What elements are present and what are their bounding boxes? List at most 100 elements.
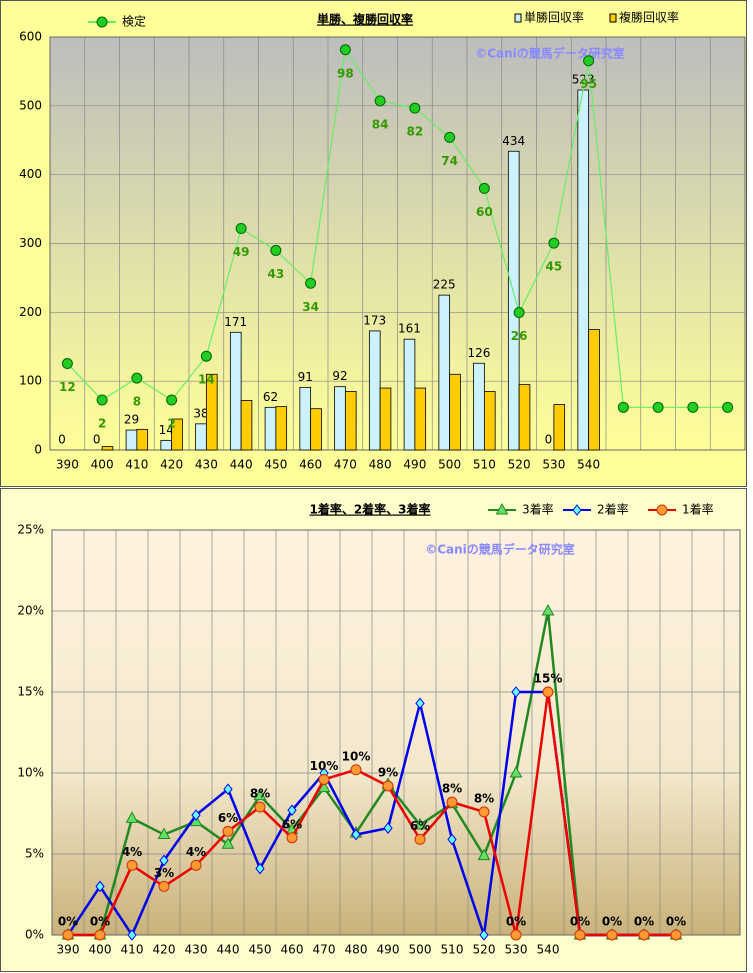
x-tick-label: 440 bbox=[217, 943, 240, 957]
bar bbox=[438, 294, 451, 451]
legend-swatch bbox=[609, 13, 617, 23]
marker bbox=[126, 859, 138, 871]
x-tick-label: 490 bbox=[403, 458, 426, 472]
data-label: 6% bbox=[218, 811, 238, 825]
y-tick-label: 600 bbox=[19, 30, 42, 44]
chart-title: 1着率、2着率、3着率 bbox=[309, 502, 430, 517]
y-tick-label: 25% bbox=[17, 523, 44, 537]
bar bbox=[275, 406, 288, 451]
series-line bbox=[66, 48, 728, 408]
x-tick-label: 470 bbox=[334, 458, 357, 472]
x-tick-label: 420 bbox=[160, 458, 183, 472]
x-tick-label: 460 bbox=[299, 458, 322, 472]
marker bbox=[513, 306, 525, 318]
bar bbox=[414, 387, 427, 451]
data-label: 0% bbox=[634, 915, 654, 929]
marker bbox=[414, 833, 426, 845]
bar bbox=[449, 373, 461, 451]
data-label: 523 bbox=[572, 73, 595, 87]
data-label: 225 bbox=[433, 278, 456, 292]
marker bbox=[374, 95, 386, 107]
marker bbox=[583, 55, 595, 67]
data-label: 2 bbox=[98, 417, 106, 431]
marker bbox=[62, 929, 74, 941]
marker bbox=[350, 764, 362, 776]
marker bbox=[687, 401, 699, 413]
marker bbox=[166, 394, 178, 406]
data-label: 0 bbox=[545, 433, 553, 447]
bar bbox=[205, 373, 218, 451]
y-tick-label: 5% bbox=[25, 847, 44, 861]
marker bbox=[478, 806, 490, 818]
bar bbox=[195, 423, 207, 451]
marker bbox=[255, 862, 265, 875]
data-label: 15% bbox=[534, 672, 563, 686]
marker bbox=[159, 854, 169, 867]
legend-label: 3着率 bbox=[522, 502, 554, 517]
data-label: 6% bbox=[282, 817, 302, 831]
x-tick-label: 390 bbox=[57, 943, 80, 957]
legend-label: 単勝回収率 bbox=[524, 10, 584, 25]
x-tick-label: 480 bbox=[345, 943, 368, 957]
marker bbox=[286, 832, 298, 844]
y-tick-label: 0% bbox=[25, 928, 44, 942]
data-label: 10% bbox=[342, 749, 371, 763]
plot-border bbox=[51, 529, 741, 936]
data-label: 45 bbox=[546, 260, 563, 274]
series-line bbox=[68, 610, 676, 937]
marker bbox=[200, 350, 212, 362]
marker bbox=[656, 504, 668, 516]
data-label: 171 bbox=[224, 315, 247, 329]
marker bbox=[495, 502, 509, 515]
bar bbox=[229, 331, 242, 451]
marker bbox=[548, 237, 560, 249]
data-label: 10% bbox=[310, 759, 339, 773]
data-label: 91 bbox=[298, 370, 313, 384]
bar bbox=[299, 386, 312, 451]
data-label: 6% bbox=[410, 819, 430, 833]
bar bbox=[553, 404, 566, 451]
marker bbox=[287, 804, 297, 817]
x-tick-label: 510 bbox=[441, 943, 464, 957]
data-label: 84 bbox=[372, 117, 389, 131]
data-label: 43 bbox=[268, 267, 285, 281]
bar bbox=[125, 429, 138, 451]
data-label: 173 bbox=[363, 313, 386, 327]
data-label: 92 bbox=[332, 369, 347, 383]
bar bbox=[577, 89, 590, 451]
data-label: 9% bbox=[378, 765, 398, 779]
marker bbox=[235, 223, 247, 235]
marker bbox=[221, 837, 235, 849]
marker bbox=[125, 811, 139, 823]
marker bbox=[96, 394, 108, 406]
marker bbox=[382, 780, 394, 792]
x-tick-label: 500 bbox=[409, 943, 432, 957]
x-tick-label: 420 bbox=[153, 943, 176, 957]
marker bbox=[222, 825, 234, 837]
x-tick-label: 470 bbox=[313, 943, 336, 957]
data-label: 0% bbox=[666, 915, 686, 929]
legend-label: 2着率 bbox=[597, 502, 629, 517]
marker bbox=[254, 801, 266, 813]
x-tick-label: 460 bbox=[281, 943, 304, 957]
data-label: 26 bbox=[511, 329, 528, 343]
bar bbox=[334, 386, 346, 451]
marker bbox=[305, 277, 317, 289]
marker bbox=[190, 859, 202, 871]
marker bbox=[447, 833, 457, 846]
data-label: 4% bbox=[186, 845, 206, 859]
x-tick-label: 540 bbox=[577, 458, 600, 472]
data-label: 34 bbox=[302, 300, 319, 314]
marker bbox=[617, 401, 629, 413]
marker bbox=[61, 358, 73, 370]
data-label: 0% bbox=[506, 915, 526, 929]
data-label: 434 bbox=[502, 134, 525, 148]
data-label: 161 bbox=[398, 322, 421, 336]
x-tick-label: 450 bbox=[249, 943, 272, 957]
watermark: ©Caniの競馬データ研究室 bbox=[475, 46, 625, 61]
bar bbox=[588, 329, 600, 451]
y-tick-label: 15% bbox=[17, 685, 44, 699]
bar bbox=[264, 406, 277, 451]
marker bbox=[477, 848, 491, 861]
